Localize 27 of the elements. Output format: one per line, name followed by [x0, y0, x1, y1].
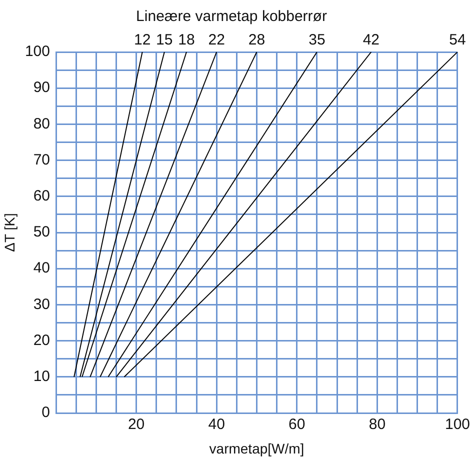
- x-axis-title: varmetap[W/m]: [209, 440, 304, 456]
- series-label: 22: [208, 32, 225, 49]
- y-tick-label: 30: [33, 296, 50, 313]
- series-label: 35: [308, 32, 326, 49]
- y-tick-label: 20: [33, 332, 50, 349]
- series-label: 54: [449, 32, 466, 49]
- x-tick-label: 80: [368, 416, 386, 434]
- series-label: 28: [248, 32, 266, 49]
- y-tick-label: 10: [33, 368, 50, 386]
- y-tick-label: 80: [33, 115, 50, 132]
- y-tick-label: 70: [33, 151, 50, 168]
- y-tick-label: 50: [33, 224, 50, 241]
- x-tick-label: 40: [208, 416, 225, 434]
- series-label: 12: [134, 32, 151, 49]
- chart-title: Lineære varmetap kobberrør: [136, 8, 327, 26]
- series-label: 15: [156, 32, 173, 49]
- x-tick-label: 100: [444, 416, 470, 434]
- series-label: 42: [362, 32, 380, 49]
- x-tick-label: 60: [288, 416, 306, 434]
- y-tick-label: 100: [24, 43, 50, 60]
- y-tick-label: 40: [33, 260, 50, 277]
- y-axis-title: ΔT [K]: [1, 213, 18, 252]
- x-tick-label: 20: [128, 416, 145, 434]
- series-label: 18: [178, 32, 195, 49]
- y-tick-label: 0: [42, 404, 50, 422]
- y-tick-label: 90: [33, 79, 50, 96]
- y-tick-label: 60: [33, 188, 50, 205]
